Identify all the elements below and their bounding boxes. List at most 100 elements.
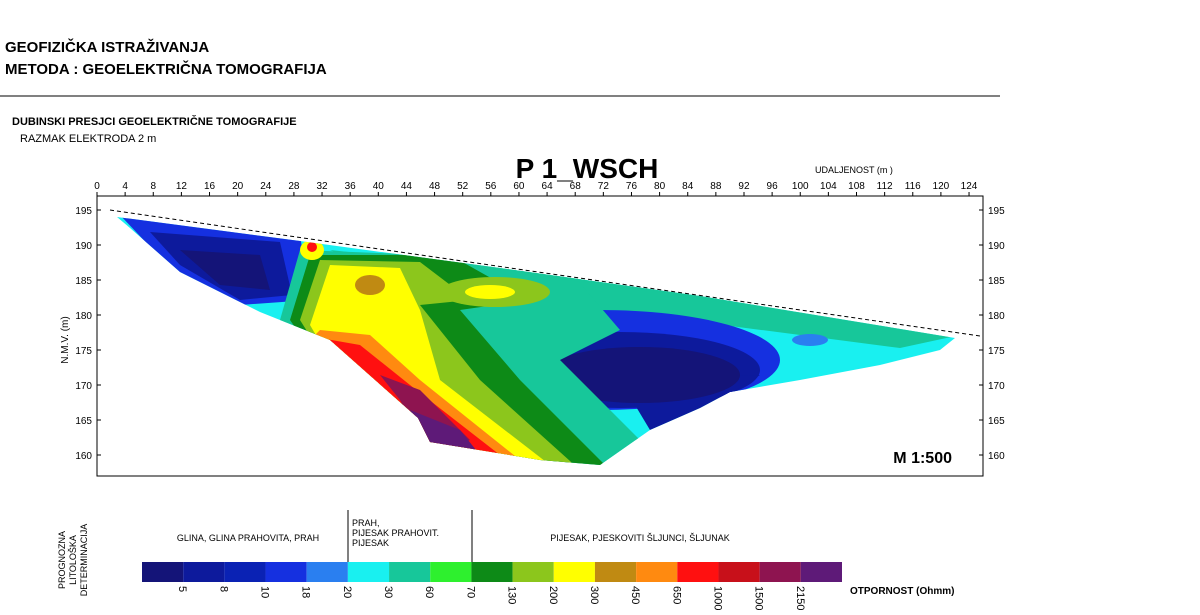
lithology-label: LITOLOŠKA	[68, 535, 78, 585]
x-tick-label: 12	[176, 181, 188, 192]
legend-swatch	[224, 562, 266, 582]
x-tick-label: 76	[626, 181, 638, 192]
lithology-label: DETERMINACIJA	[79, 524, 89, 597]
legend-label: 450	[629, 586, 641, 604]
section-title: DUBINSKI PRESJCI GEOELEKTRIČNE TOMOGRAFI…	[12, 115, 297, 128]
lithology-unit: PIJESAK	[352, 538, 389, 548]
y-tick-label: 170	[988, 381, 1005, 392]
y-tick-label: 180	[75, 311, 92, 322]
legend-label: 18	[300, 586, 312, 598]
x-tick-label: 48	[429, 181, 441, 192]
legend-label: 5	[176, 586, 188, 592]
legend-swatch	[553, 562, 595, 582]
y-tick-label: 170	[75, 381, 92, 392]
legend-label: 10	[259, 586, 271, 598]
y-tick-label: 180	[988, 311, 1005, 322]
x-tick-label: 124	[961, 181, 978, 192]
x-tick-label: 56	[485, 181, 497, 192]
x-tick-label: 16	[204, 181, 216, 192]
x-tick-label: 84	[682, 181, 694, 192]
x-tick-label: 8	[150, 181, 156, 192]
section-subtitle: RAZMAK ELEKTRODA 2 m	[20, 133, 156, 145]
x-tick-label: 28	[288, 181, 300, 192]
x-tick-label: 64	[542, 181, 554, 192]
y-tick-label: 165	[75, 416, 92, 427]
x-tick-label: 24	[260, 181, 272, 192]
legend-swatch	[636, 562, 678, 582]
header-line: METODA : GEOELEKTRIČNA TOMOGRAFIJA	[5, 60, 327, 78]
legend-label: 200	[547, 586, 559, 604]
y-tick-label: 190	[988, 241, 1005, 252]
legend-label: 130	[506, 586, 518, 604]
header-line: GEOFIZIČKA ISTRAŽIVANJA	[5, 38, 209, 56]
y-tick-label: 185	[75, 276, 92, 287]
x-tick-label: 0	[94, 181, 100, 192]
x-tick-label: 96	[767, 181, 779, 192]
legend-label: 30	[382, 586, 394, 598]
profile-title: P 1_WSCH	[516, 153, 659, 184]
y-tick-label: 195	[988, 206, 1005, 217]
x-tick-label: 68	[570, 181, 582, 192]
x-tick-label: 4	[122, 181, 128, 192]
x-tick-label: 52	[457, 181, 469, 192]
y-tick-label: 160	[75, 451, 92, 462]
legend-label: 70	[464, 586, 476, 598]
lithology-unit: PRAH,	[352, 518, 380, 528]
legend-swatch	[142, 562, 184, 582]
resistivity-section	[117, 217, 955, 465]
legend-label: 1500	[753, 586, 765, 610]
x-tick-label: 100	[792, 181, 809, 192]
y-tick-label: 165	[988, 416, 1005, 427]
legend-swatch	[265, 562, 307, 582]
lithology-unit: PIJESAK PRAHOVIT.	[352, 528, 439, 538]
x-tick-label: 72	[598, 181, 610, 192]
x-tick-label: 112	[877, 181, 893, 192]
legend-label: 2150	[794, 586, 806, 610]
legend-swatch	[306, 562, 348, 582]
legend-unit: OTPORNOST (Ohmm)	[850, 586, 954, 597]
x-tick-label: 32	[316, 181, 328, 192]
x-tick-label: 104	[820, 181, 837, 192]
y-tick-label: 190	[75, 241, 92, 252]
x-tick-label: 44	[401, 181, 413, 192]
plot-frame	[96, 195, 984, 477]
lithology-unit: PIJESAK, PJESKOVITI ŠLJUNCI, ŠLJUNAK	[550, 533, 730, 543]
legend-swatch	[183, 562, 225, 582]
legend-label: 8	[217, 586, 229, 592]
legend-label: 300	[588, 586, 600, 604]
lithology-label: PROGNOZNA	[57, 531, 67, 589]
legend-swatch	[430, 562, 472, 582]
x-tick-label: 36	[345, 181, 357, 192]
scale: M 1:500	[893, 450, 952, 467]
legend-swatch	[759, 562, 801, 582]
lithology-unit: GLINA, GLINA PRAHOVITA, PRAH	[177, 533, 319, 543]
y-tick-label: 195	[75, 206, 92, 217]
y-tick-label: 175	[988, 346, 1005, 357]
legend-swatch	[347, 562, 390, 582]
x-tick-label: 120	[933, 181, 950, 192]
x-label: UDALJENOST (m )	[815, 165, 893, 175]
x-tick-label: 88	[710, 181, 722, 192]
y-tick-label: 160	[988, 451, 1005, 462]
legend-swatch	[718, 562, 760, 582]
legend-swatch	[471, 562, 513, 582]
y-tick-label: 185	[988, 276, 1005, 287]
x-tick-label: 60	[513, 181, 525, 192]
legend-label: 20	[341, 586, 353, 598]
legend-label: 650	[670, 586, 682, 604]
legend-swatch	[800, 562, 842, 582]
x-tick-label: 20	[232, 181, 244, 192]
y-label: N.M.V. (m)	[60, 316, 71, 363]
x-tick-label: 116	[905, 181, 921, 192]
legend-swatch	[594, 562, 637, 582]
x-tick-label: 40	[373, 181, 385, 192]
legend-label: 1000	[711, 586, 723, 610]
legend-swatch	[389, 562, 431, 582]
x-tick-label: 92	[738, 181, 750, 192]
y-tick-label: 175	[75, 346, 92, 357]
x-tick-label: 80	[654, 181, 666, 192]
legend-swatch	[677, 562, 719, 582]
x-tick-label: 108	[848, 181, 865, 192]
legend-label: 60	[423, 586, 435, 598]
legend-swatch	[512, 562, 554, 582]
